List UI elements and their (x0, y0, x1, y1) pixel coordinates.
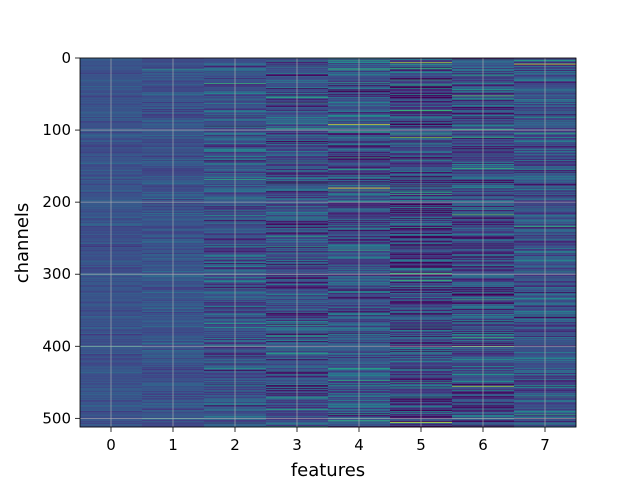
heatmap-cells (80, 58, 577, 428)
x-tick-label: 2 (230, 436, 240, 454)
x-tick-label: 6 (478, 436, 488, 454)
y-tick-label: 0 (61, 49, 71, 67)
x-tick-label: 1 (168, 436, 178, 454)
plot-frame (79, 57, 577, 428)
y-tick-label: 100 (42, 121, 71, 139)
x-axis-label: features (291, 460, 365, 480)
y-tick-label: 500 (42, 409, 71, 427)
x-tick-label: 3 (292, 436, 302, 454)
y-tick-label: 400 (42, 337, 71, 355)
y-tick-label: 200 (42, 193, 71, 211)
y-tick-label: 300 (42, 265, 71, 283)
x-axis-ticks: 0 1 2 3 4 5 6 7 (106, 427, 550, 454)
y-axis-label: channels (12, 203, 33, 284)
grid-lines (80, 57, 576, 427)
x-tick-label: 4 (354, 436, 364, 454)
y-axis-ticks: 0 100 200 300 400 500 (42, 49, 80, 427)
x-tick-label: 7 (540, 436, 550, 454)
x-tick-label: 5 (416, 436, 426, 454)
x-tick-label: 0 (106, 436, 116, 454)
